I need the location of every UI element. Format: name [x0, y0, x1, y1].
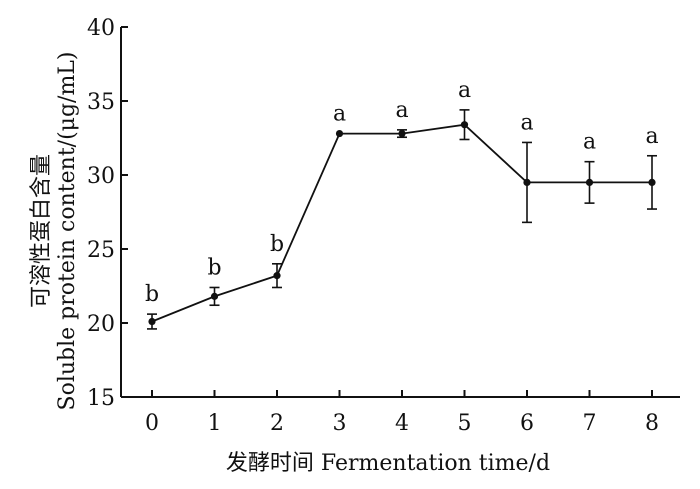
x-tick-label: 0: [145, 411, 159, 436]
y-tick-label: 40: [87, 16, 115, 41]
y-tick-label: 15: [87, 386, 115, 411]
series-line: [151, 123, 652, 323]
significance-label: a: [583, 130, 596, 155]
significance-label: a: [458, 78, 471, 103]
significance-label: b: [207, 255, 221, 280]
data-point: [398, 129, 406, 138]
significance-label: a: [333, 102, 346, 127]
series-group: [147, 109, 657, 330]
y-axis-label-cn: 可溶性蛋白含量: [29, 154, 54, 308]
x-tick-label: 1: [208, 411, 222, 436]
x-tick-label: 5: [458, 411, 472, 436]
x-tick-label: 2: [270, 411, 284, 436]
significance-label: a: [395, 98, 408, 123]
significance-label: b: [270, 232, 284, 257]
y-tick-label: 30: [87, 164, 115, 189]
y-tick-label: 35: [87, 90, 115, 115]
x-tick-label: 7: [583, 411, 597, 436]
significance-label: a: [645, 124, 658, 149]
data-point: [148, 317, 156, 326]
significance-label: a: [520, 110, 533, 135]
y-ticks: 15 20 25 30 35 40: [87, 16, 128, 411]
x-tick-label: 8: [645, 411, 659, 436]
x-ticks: 0 1 2 3 4 5 6 7 8: [145, 390, 659, 436]
data-point: [210, 292, 219, 300]
axes: [120, 27, 680, 398]
significance-labels: b b b a a a a a a: [145, 78, 659, 307]
x-tick-label: 3: [333, 411, 347, 436]
data-point: [273, 272, 281, 280]
significance-label: b: [145, 282, 159, 307]
y-axis-label-group: 可溶性蛋白含量 Soluble protein content/(μg/mL): [29, 51, 80, 410]
x-tick-label: 6: [520, 411, 534, 436]
y-tick-label: 20: [87, 312, 115, 337]
data-point: [460, 121, 469, 129]
data-point: [523, 178, 531, 186]
x-tick-label: 4: [395, 411, 409, 436]
data-point: [335, 129, 344, 138]
x-axis-label: 发酵时间 Fermentation time/d: [226, 451, 550, 476]
y-tick-label: 25: [87, 238, 115, 263]
data-point: [585, 178, 594, 186]
y-axis-label-en: Soluble protein content/(μg/mL): [55, 51, 80, 410]
data-point: [648, 178, 656, 186]
